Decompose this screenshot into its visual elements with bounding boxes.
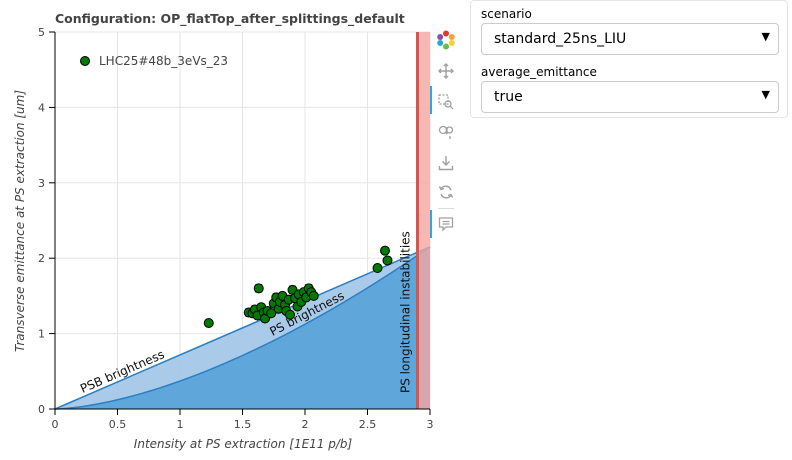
point-marker [253,283,264,294]
pan-icon[interactable] [434,59,458,83]
point-marker [382,255,393,266]
hover-icon[interactable] [434,212,458,236]
data-point [308,290,319,301]
data-point [266,308,277,319]
scenario-select[interactable]: standard_25ns_LIU ▼ [481,23,779,55]
chevron-down-icon: ▼ [761,88,770,101]
ps-longitudinal-area [417,32,430,409]
average-emittance-select-value: true [494,89,523,105]
x-axis-label: Intensity at PS extraction [1E11 p/b] [134,437,353,451]
legend-label: LHC25#48b_3eVs_23 [99,54,228,68]
plot-toolbar [430,28,460,238]
wheel-zoom-icon[interactable] [434,120,458,144]
active-inspector-indicator [430,210,432,238]
x-tick-label: 1.5 [234,418,252,431]
toolbar-divider [438,208,454,209]
average-emittance-select[interactable]: true ▼ [481,81,779,113]
axes: 0 0.5 1 1.5 2 2.5 3 0 1 2 3 4 5 [38,26,434,431]
data-point [203,318,214,329]
data-point [372,263,383,274]
y-tick-label: 1 [38,328,45,341]
point-marker [372,263,383,274]
y-tick-label: 3 [38,177,45,190]
ps-brightness-curve [54,246,431,410]
y-tick-label: 2 [38,252,45,265]
save-icon[interactable] [434,151,458,175]
point-marker [380,245,390,256]
box-zoom-icon[interactable] [434,90,458,114]
y-axis-label: Transverse emittance at PS extraction [u… [13,90,27,352]
active-tool-indicator [430,86,432,114]
x-tick-label: 2 [302,418,309,431]
x-tick-label: 0.5 [109,418,127,431]
point-marker [203,318,214,329]
legend: LHC25#48b_3eVs_23 [80,54,228,68]
data-point [285,309,295,320]
data-point [382,255,393,266]
widget-panel: scenario standard_25ns_LIU ▼ average_emi… [470,0,788,118]
constraint-regions [54,32,431,410]
chart-title: Configuration: OP_flatTop_after_splittin… [55,11,405,27]
data-point [253,283,264,294]
point-marker [308,290,319,301]
legend-marker [80,56,90,66]
ps-longitudinal-label: PS longitudinal instabilities [399,231,413,393]
x-tick-label: 1 [177,418,184,431]
x-tick-label: 3 [427,418,434,431]
psb-brightness-line [54,246,431,410]
reset-icon[interactable] [434,180,458,204]
y-tick-label: 4 [38,101,45,114]
y-tick-label: 0 [38,403,45,416]
scenario-select-value: standard_25ns_LIU [494,31,627,47]
data-point [380,245,390,256]
x-tick-label: 0 [52,418,59,431]
bokeh-logo-icon[interactable] [434,28,458,52]
average-emittance-label: average_emittance [481,65,597,79]
ps-brightness-area [55,246,430,409]
chevron-down-icon: ▼ [761,30,770,43]
y-tick-label: 5 [38,26,45,39]
data-points [203,245,393,329]
scenario-label: scenario [481,7,532,21]
data-point [283,294,294,305]
point-marker [266,308,277,319]
x-tick-label: 2.5 [359,418,377,431]
point-marker [285,309,295,320]
